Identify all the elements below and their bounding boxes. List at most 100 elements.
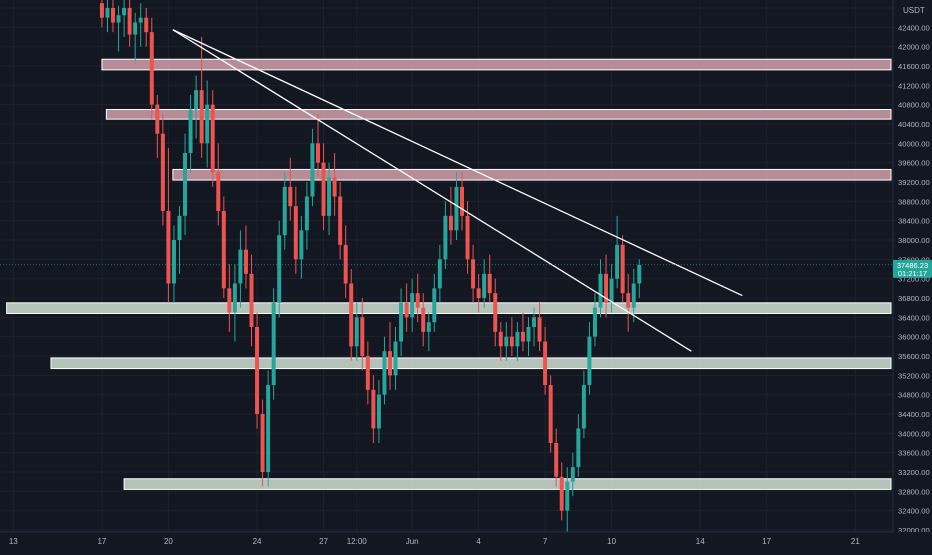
candle-body bbox=[476, 288, 481, 298]
candle-body bbox=[620, 244, 625, 294]
price-tick-label: 33200.00 bbox=[898, 468, 930, 477]
candle-body bbox=[465, 215, 470, 260]
time-tick-label: 21 bbox=[851, 537, 860, 546]
candle-body bbox=[282, 186, 287, 236]
price-tick-label: 39200.00 bbox=[898, 178, 930, 187]
candle-body bbox=[232, 283, 237, 313]
candle-body bbox=[299, 230, 304, 260]
candle-body bbox=[116, 15, 121, 23]
candle-body bbox=[183, 153, 188, 216]
candle-body bbox=[576, 428, 581, 468]
candle-body bbox=[609, 278, 614, 303]
time-tick-label: 7 bbox=[543, 537, 548, 546]
candle-body bbox=[221, 211, 226, 289]
time-tick-label: 27 bbox=[319, 537, 328, 546]
candle-body bbox=[216, 172, 221, 211]
candle-body bbox=[155, 104, 160, 134]
candle-countdown-label: 01:21:17 bbox=[898, 269, 927, 278]
candle-body bbox=[166, 211, 171, 284]
time-tick-label: Jun bbox=[406, 537, 419, 546]
price-tick-label: 37200.00 bbox=[898, 275, 930, 284]
time-tick-label: 4 bbox=[476, 537, 481, 546]
candle-body bbox=[365, 356, 370, 390]
candle-body bbox=[410, 293, 415, 318]
candle-body bbox=[188, 109, 193, 153]
candle-body bbox=[399, 302, 404, 342]
support-zone bbox=[6, 302, 892, 314]
candle-body bbox=[498, 331, 503, 347]
candle-body bbox=[432, 288, 437, 323]
candle-body bbox=[426, 322, 431, 332]
candle-body bbox=[548, 385, 553, 443]
time-tick-label: 10 bbox=[607, 537, 616, 546]
candle-body bbox=[304, 196, 309, 231]
price-tick-label: 36800.00 bbox=[898, 294, 930, 303]
resistance-zone bbox=[105, 109, 892, 120]
candle-body bbox=[637, 264, 642, 284]
candle-body bbox=[99, 3, 104, 18]
candle-body bbox=[393, 341, 398, 376]
candles bbox=[99, 0, 642, 535]
candle-body bbox=[515, 331, 520, 347]
candle-body bbox=[604, 273, 609, 303]
candle-body bbox=[471, 259, 476, 289]
candle-body bbox=[327, 177, 332, 216]
time-tick-label: 17 bbox=[97, 537, 106, 546]
candle-body bbox=[127, 8, 132, 35]
candle-body bbox=[205, 104, 210, 144]
candle-body bbox=[177, 215, 182, 240]
candle-body bbox=[376, 394, 381, 429]
candle-body bbox=[310, 143, 315, 197]
price-zones bbox=[6, 58, 892, 490]
candle-body bbox=[194, 90, 199, 110]
candle-body bbox=[454, 186, 459, 231]
candle-body bbox=[382, 351, 387, 395]
candle-body bbox=[615, 244, 620, 279]
price-tick-label: 33600.00 bbox=[898, 449, 930, 458]
price-tick-label: 34400.00 bbox=[898, 410, 930, 419]
candle-body bbox=[460, 186, 465, 216]
candle-body bbox=[520, 331, 525, 342]
candle-body bbox=[144, 17, 149, 33]
price-tick-label: 36400.00 bbox=[898, 313, 930, 322]
candle-body bbox=[554, 443, 559, 477]
candle-body bbox=[343, 244, 348, 284]
time-tick-label: 12:00 bbox=[347, 537, 368, 546]
candle-body bbox=[255, 327, 260, 414]
candle-body bbox=[388, 351, 392, 376]
candle-body bbox=[315, 143, 320, 163]
price-tick-label: 41600.00 bbox=[898, 62, 930, 71]
candle-body bbox=[631, 283, 636, 308]
time-axis-bg bbox=[0, 532, 932, 550]
candle-body bbox=[421, 307, 426, 332]
candle-body bbox=[138, 17, 143, 23]
time-axis[interactable]: 13 17 20 24 27 12:00 Jun 4 7 10 14 17 21 bbox=[0, 531, 932, 550]
candle-body bbox=[260, 414, 265, 472]
current-price-tag-bg bbox=[893, 259, 932, 278]
candle-body bbox=[293, 206, 298, 260]
price-tick-label: 35600.00 bbox=[898, 352, 930, 361]
candle-body bbox=[349, 283, 354, 347]
candle-body bbox=[149, 32, 154, 105]
candle-body bbox=[493, 293, 498, 332]
candle-body bbox=[199, 90, 204, 144]
candle-body bbox=[448, 215, 453, 231]
candle-body bbox=[332, 177, 337, 197]
candle-body bbox=[404, 302, 409, 318]
current-price-tag: 37486.23 01:21:17 bbox=[893, 259, 932, 278]
candle-body bbox=[321, 162, 326, 216]
price-tick-label: 34800.00 bbox=[898, 391, 930, 400]
candle-body bbox=[526, 327, 531, 342]
candle-body bbox=[122, 8, 127, 16]
candle-body bbox=[288, 186, 293, 207]
resistance-zone bbox=[172, 168, 892, 181]
support-zone bbox=[123, 478, 892, 490]
candle-body bbox=[171, 240, 176, 284]
candle-body bbox=[227, 288, 232, 313]
candle-body bbox=[243, 249, 248, 274]
trendline bbox=[172, 29, 692, 352]
candle-body bbox=[111, 8, 116, 23]
candle-body bbox=[487, 273, 492, 294]
trendline bbox=[172, 29, 743, 297]
